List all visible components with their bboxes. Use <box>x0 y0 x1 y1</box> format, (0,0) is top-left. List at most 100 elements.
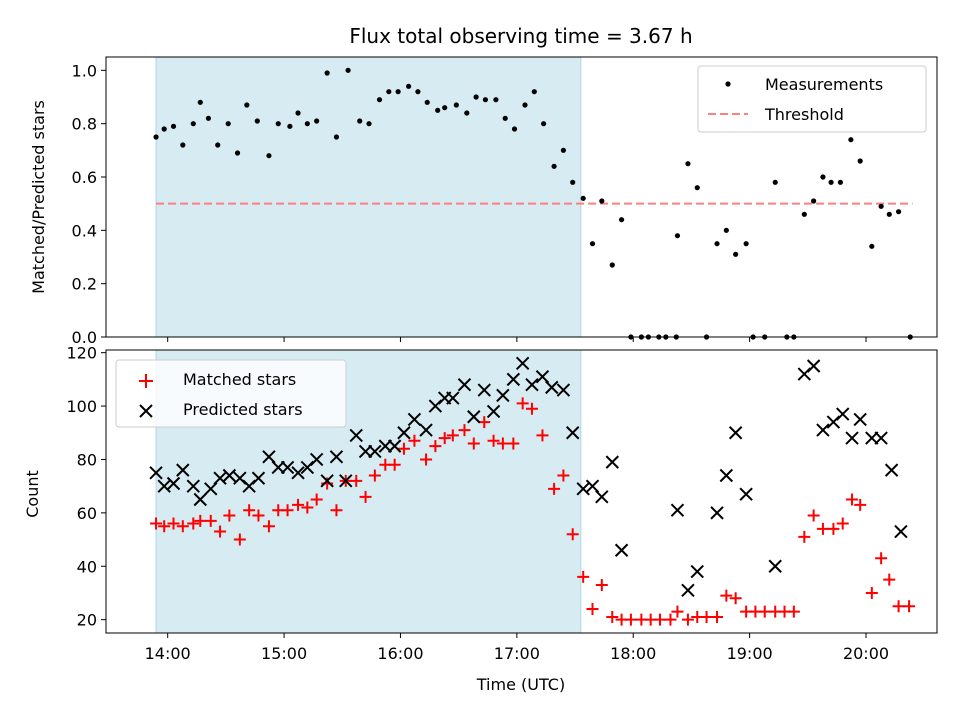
ratio-legend: Measurements Threshold <box>697 65 927 133</box>
matched-star-point <box>281 504 294 517</box>
matched-star-point <box>654 613 666 626</box>
measurement-point <box>511 126 518 132</box>
matched-star-point <box>252 509 265 522</box>
ratio-panel: 0.0 0.2 0.4 0.6 0.8 1.0 Matched/Predicted sta… <box>29 56 938 347</box>
predicted-star-point <box>149 466 163 480</box>
matched-star-point <box>388 458 401 471</box>
predicted-star-point <box>419 423 433 437</box>
predicted-star-point <box>496 388 510 403</box>
measurement-point <box>694 185 700 191</box>
measurement-point <box>857 158 863 164</box>
predicted-star-point <box>739 487 753 501</box>
matched-star-point <box>438 432 451 445</box>
top-y-tick-label: 0.8 <box>72 115 97 134</box>
x-tick-label: 18:00 <box>610 644 656 663</box>
measurement-point <box>828 179 834 185</box>
matched-star-point <box>595 578 608 591</box>
measurement-point <box>473 94 479 100</box>
predicted-star-point <box>614 543 629 557</box>
measurement-point <box>170 123 177 129</box>
matched-star-point <box>330 504 343 517</box>
matched-star-point <box>243 504 256 517</box>
ratio-legend-box <box>697 65 927 133</box>
bottom-y-tick-label: 100 <box>66 397 97 416</box>
matched-star-point <box>758 605 771 618</box>
x-tick-label: 20:00 <box>843 644 889 663</box>
measurement-point <box>357 118 363 124</box>
matched-star-point <box>176 520 189 533</box>
measurement-point <box>395 89 401 95</box>
measurement-point <box>589 241 596 247</box>
measurement-point <box>560 147 566 153</box>
predicted-star-point <box>166 476 181 491</box>
predicted-star-point <box>768 559 782 573</box>
count-legend-box <box>115 359 347 428</box>
matched-star-point <box>681 613 694 626</box>
measurement-point <box>502 115 508 121</box>
measurement-point <box>314 118 320 124</box>
measurement-point <box>225 121 231 127</box>
predicted-star-point <box>719 468 734 483</box>
measurement-point <box>878 203 884 209</box>
x-axis-label: Time (UTC) <box>476 675 565 694</box>
measurement-point <box>599 198 605 204</box>
measurement-point <box>275 121 281 127</box>
matched-star-point <box>798 530 811 543</box>
matched-star-point <box>720 589 733 602</box>
measurement-point <box>304 121 310 127</box>
predicted-star-point <box>894 524 908 539</box>
measurement-point <box>366 121 372 127</box>
measurement-point <box>153 134 159 140</box>
matched-star-point <box>516 397 529 410</box>
matched-star-point <box>429 440 442 453</box>
count-y-axis-label: Count <box>23 470 42 518</box>
predicted-star-point <box>545 380 559 395</box>
x-tick-label: 15:00 <box>261 644 307 663</box>
measurement-point <box>453 102 459 108</box>
ratio-panel-frame <box>105 56 938 338</box>
measurement-point <box>714 241 720 247</box>
matched-star-point <box>204 514 217 527</box>
matched-star-point <box>187 517 200 530</box>
measurement-point <box>895 209 902 215</box>
matched-star-point <box>420 453 433 466</box>
measurement-point <box>801 211 807 217</box>
count-panel: 20 40 60 80 100 120 14:00 15:00 16:00 17:00 18:00 1… <box>23 344 938 694</box>
bottom-y-tick-label: 80 <box>77 450 97 469</box>
measurement-point <box>685 161 691 167</box>
measurement-point <box>234 150 241 156</box>
matched-star-point <box>548 482 561 495</box>
matched-star-point <box>368 469 381 482</box>
matched-star-point <box>446 429 459 442</box>
measurement-point <box>820 174 826 180</box>
predicted-star-point <box>884 463 899 477</box>
top-y-tick-label: 0.6 <box>72 168 97 187</box>
legend-threshold-label: Threshold <box>764 105 844 124</box>
matched-star-point <box>671 605 684 618</box>
measurement-point <box>287 123 293 129</box>
predicted-star-point <box>349 428 363 443</box>
bottom-y-tick-label: 120 <box>66 344 97 363</box>
matched-star-point <box>883 573 896 586</box>
matched-star-point <box>214 525 227 538</box>
ratio-y-axis-label: Matched/Predicted stars <box>29 100 48 294</box>
top-observing-window-shade <box>155 56 582 338</box>
predicted-star-point <box>176 463 190 477</box>
predicted-star-point <box>845 431 859 445</box>
predicted-star-point <box>525 378 539 392</box>
matched-star-point <box>846 493 859 506</box>
legend-measurements-label: Measurements <box>765 75 883 94</box>
measurement-point <box>345 67 351 73</box>
predicted-star-point <box>368 444 382 459</box>
matched-star-point <box>408 434 421 447</box>
measurement-point <box>464 110 470 116</box>
matched-star-point <box>566 528 579 541</box>
x-tick-label: 19:00 <box>727 644 773 663</box>
matched-star-point <box>359 490 372 503</box>
measurement-point <box>848 137 854 143</box>
measurement-point <box>244 102 250 108</box>
matched-star-point <box>711 610 724 623</box>
predicted-star-point <box>681 583 695 597</box>
matched-star-point <box>467 437 480 450</box>
